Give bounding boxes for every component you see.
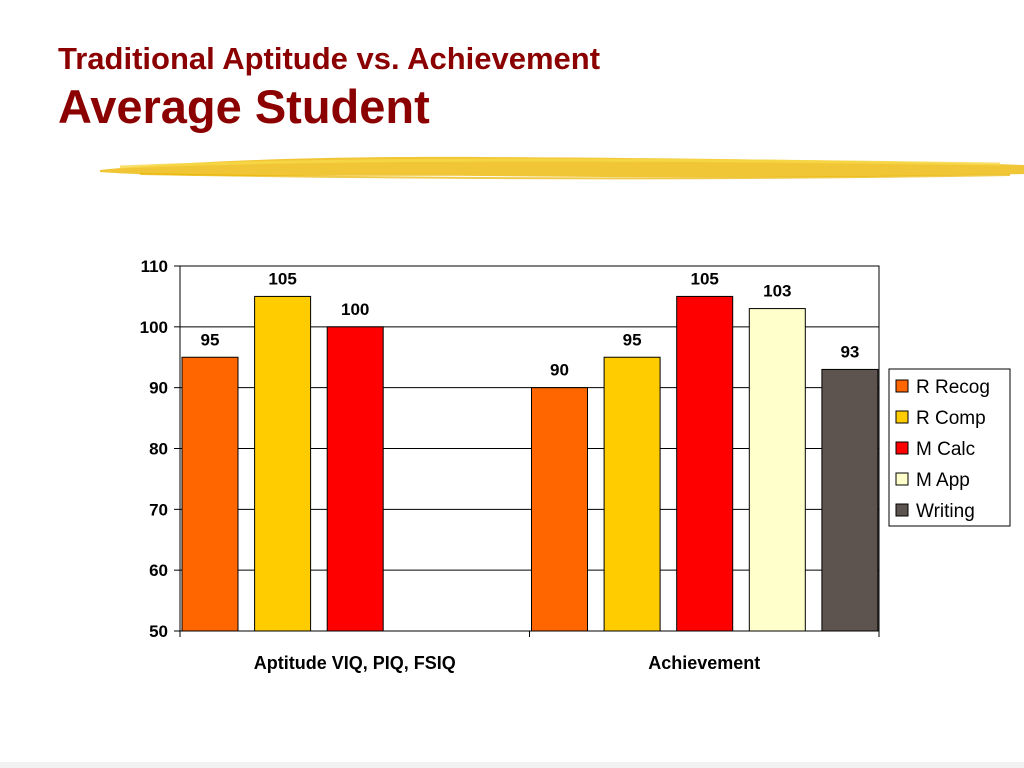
data-label: 105: [691, 269, 719, 288]
legend-label: M Calc: [916, 439, 975, 460]
y-tick-label: 90: [149, 379, 168, 398]
x-category-label: Achievement: [648, 653, 760, 673]
legend-box: [888, 368, 1011, 527]
bar: [748, 308, 806, 632]
legend-swatch: [895, 441, 909, 455]
title-line-1: Traditional Aptitude vs. Achievement: [58, 41, 601, 76]
bar: [821, 368, 879, 632]
legend-swatch: [895, 472, 909, 486]
slide-title: Traditional Aptitude vs. Achievement Ave…: [58, 40, 600, 136]
data-label: 90: [550, 361, 569, 380]
x-category-label: Aptitude VIQ, PIQ, FSIQ: [254, 653, 456, 673]
bar: [531, 387, 588, 632]
title-line-2: Average Student: [58, 80, 430, 133]
data-label: 100: [341, 300, 369, 319]
bar: [676, 295, 734, 632]
footer-rule: [0, 762, 1024, 768]
legend-swatch: [895, 410, 909, 424]
data-label: 103: [763, 282, 791, 301]
y-tick-label: 100: [140, 318, 168, 337]
legend-label: R Recog: [916, 377, 990, 398]
y-tick-label: 80: [149, 440, 168, 459]
y-tick-label: 110: [141, 257, 168, 276]
data-label: 105: [268, 269, 296, 288]
legend-swatch: [895, 379, 909, 393]
legend-swatch: [895, 503, 909, 517]
brush-stroke-divider: [100, 156, 1024, 180]
legend-label: Writing: [916, 501, 975, 522]
y-tick-label: 70: [149, 500, 168, 519]
bar: [181, 356, 239, 632]
legend-label: R Comp: [916, 408, 986, 429]
data-label: 95: [623, 330, 642, 349]
y-tick-label: 50: [149, 622, 168, 641]
bar: [254, 295, 312, 632]
data-label: 93: [840, 342, 859, 361]
legend-label: M App: [916, 470, 970, 491]
data-label: 95: [201, 330, 220, 349]
bar: [326, 326, 384, 632]
y-tick-label: 60: [149, 561, 168, 580]
bar: [603, 356, 661, 632]
